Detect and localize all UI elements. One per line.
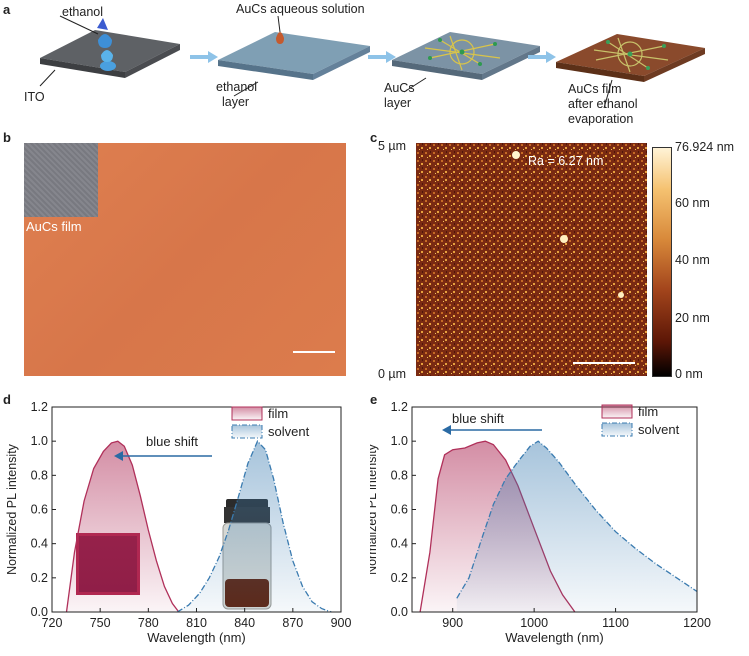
x-tick-label: 840 xyxy=(234,616,255,630)
y-tick-label: 1.2 xyxy=(391,400,408,414)
ethanol-layer-plate xyxy=(218,32,370,80)
blue-shift-label: blue shift xyxy=(452,411,504,426)
pl-chart-film-vs-solvent-nir: 720 750 780 810 840 870 900 0.0 0.2 0.4 0.6 0.8 1.0 1… xyxy=(5,400,352,645)
y-tick-label: 0.0 xyxy=(31,605,48,619)
afm-y-top: 5 µm xyxy=(378,139,407,153)
scale-bar xyxy=(293,351,335,353)
y-tick-label: 0.2 xyxy=(31,571,48,585)
y-tick-label: 0.8 xyxy=(391,468,408,482)
aucs-layer-plate xyxy=(392,32,540,80)
process-arrow-2 xyxy=(368,51,396,63)
roughness-annotation: Ra = 6.27 nm xyxy=(528,154,604,168)
legend-swatch-film xyxy=(231,406,263,421)
y-axis-label: Normalized PL intensity xyxy=(370,443,379,575)
series-solvent-line xyxy=(456,440,698,599)
panel-b-label: b xyxy=(3,130,11,145)
legend-label-film: film xyxy=(638,404,658,419)
pl-chart-film-vs-solvent-swir: 900 1000 1100 1200 0.0 0.2 0.4 0.6 0.8 1.0 1.2 Wave… xyxy=(370,400,711,645)
series-solvent-line xyxy=(176,440,332,613)
blue-shift-label: blue shift xyxy=(146,434,198,449)
panel-d-label: d xyxy=(3,392,11,407)
aucs-layer-label-2: layer xyxy=(384,96,412,110)
legend-swatch-solvent xyxy=(231,424,263,439)
ethanol-layer-label-2: layer xyxy=(222,95,250,109)
y-tick-label: 0.2 xyxy=(391,571,408,585)
y-tick-label: 0.4 xyxy=(391,537,408,551)
ethanol-label: ethanol xyxy=(62,5,104,19)
scale-bar xyxy=(573,362,635,364)
legend-label-solvent: solvent xyxy=(268,424,310,439)
ito-label: ITO xyxy=(24,90,45,104)
panel-c-label: c xyxy=(370,130,378,145)
ethanol-dropper xyxy=(97,18,116,71)
x-tick-label: 780 xyxy=(138,616,159,630)
y-tick-label: 0.8 xyxy=(31,468,48,482)
colorbar-tick-2: 40 nm xyxy=(675,253,710,267)
auc-solution-label: AuCs aqueous solution xyxy=(236,2,365,16)
y-tick-label: 1.0 xyxy=(391,434,408,448)
blue-shift-arrowhead xyxy=(442,425,451,435)
inset-label: AuCs film xyxy=(26,219,82,234)
colorbar xyxy=(652,147,672,377)
process-arrow-1 xyxy=(190,51,218,63)
aucs-film-photo: AuCs film xyxy=(24,143,346,376)
x-axis-label: Wavelength (nm) xyxy=(147,630,246,645)
colorbar-tick-3: 20 nm xyxy=(675,311,710,325)
series-film-area xyxy=(66,441,179,612)
label-pointers xyxy=(39,15,613,109)
ito-plate xyxy=(40,30,180,78)
aucs-film-plate xyxy=(556,34,705,82)
panel-e-label: e xyxy=(370,392,378,407)
legend-swatch-solvent xyxy=(601,422,633,437)
y-tick-label: 0.6 xyxy=(391,503,408,517)
x-tick-label: 720 xyxy=(42,616,63,630)
legend-swatch-film xyxy=(601,404,633,419)
x-axis-label: Wavelength (nm) xyxy=(505,630,604,645)
series-film-line xyxy=(65,440,180,613)
panel-a-label: a xyxy=(3,2,11,17)
afm-image xyxy=(416,143,647,376)
afm-y-bottom: 0 µm xyxy=(378,367,407,381)
blue-shift-arrowhead xyxy=(114,451,123,461)
legend-label-film: film xyxy=(268,406,288,421)
colorbar-tick-0: 76.924 nm xyxy=(675,140,735,154)
x-tick-label: 1100 xyxy=(602,616,629,630)
x-tick-label: 870 xyxy=(282,616,303,630)
process-arrow-3 xyxy=(528,51,556,63)
legend-label-solvent: solvent xyxy=(638,422,680,437)
x-tick-label: 810 xyxy=(186,616,207,630)
y-tick-label: 1.0 xyxy=(31,434,48,448)
aucs-layer-label-1: AuCs xyxy=(384,81,415,95)
colorbar-tick-4: 0 nm xyxy=(675,367,703,381)
y-tick-label: 0.0 xyxy=(391,605,408,619)
auc-droplet xyxy=(276,32,284,44)
x-tick-label: 750 xyxy=(90,616,111,630)
series-solvent-area xyxy=(456,441,697,612)
panel-a-schematic xyxy=(39,15,705,109)
aucs-film-label-2: after ethanol xyxy=(568,97,638,111)
ethanol-layer-label-1: ethanol xyxy=(216,80,258,94)
series-solvent-area xyxy=(177,441,332,612)
y-tick-label: 1.2 xyxy=(31,400,48,414)
x-tick-label: 900 xyxy=(331,616,352,630)
y-tick-label: 0.6 xyxy=(31,503,48,517)
x-tick-label: 1000 xyxy=(520,616,548,630)
colorbar-tick-1: 60 nm xyxy=(675,196,710,210)
y-axis-label: Normalized PL intensity xyxy=(5,443,19,575)
aucs-film-label-1: AuCs film xyxy=(568,82,622,96)
x-tick-label: 900 xyxy=(442,616,463,630)
aucs-film-label-3: evaporation xyxy=(568,112,634,126)
y-tick-label: 0.4 xyxy=(31,537,48,551)
x-tick-label: 1200 xyxy=(683,616,711,630)
inset-photo xyxy=(24,143,98,217)
